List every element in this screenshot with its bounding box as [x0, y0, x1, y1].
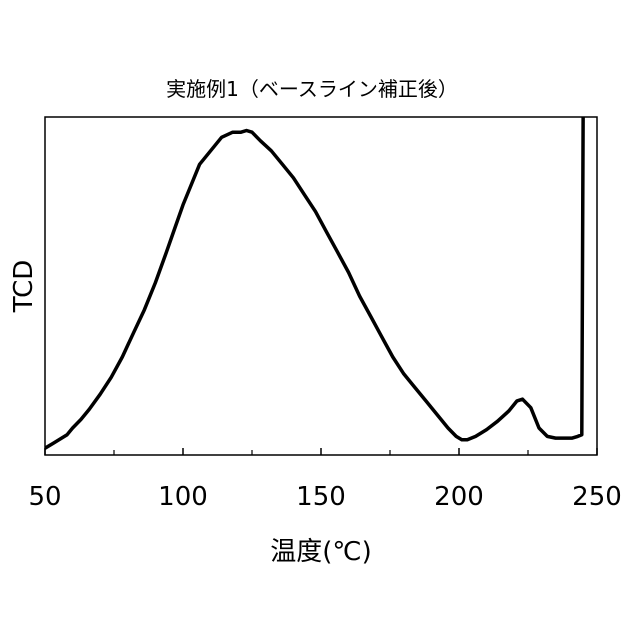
data-series-line-1	[45, 100, 583, 448]
x-axis-label: 温度(℃)	[270, 537, 372, 567]
x-tick-label: 250	[572, 482, 622, 512]
y-axis-label: TCD	[9, 260, 39, 314]
x-tick-label: 200	[434, 482, 484, 512]
x-tick-label: 150	[296, 482, 346, 512]
x-tick-label: 100	[158, 482, 208, 512]
chart-title: 実施例1（ベースライン補正後）	[166, 77, 458, 101]
x-tick-label: 50	[28, 482, 61, 512]
x-axis: 50 100 150 200 250	[28, 448, 621, 512]
plot-area	[45, 100, 597, 455]
